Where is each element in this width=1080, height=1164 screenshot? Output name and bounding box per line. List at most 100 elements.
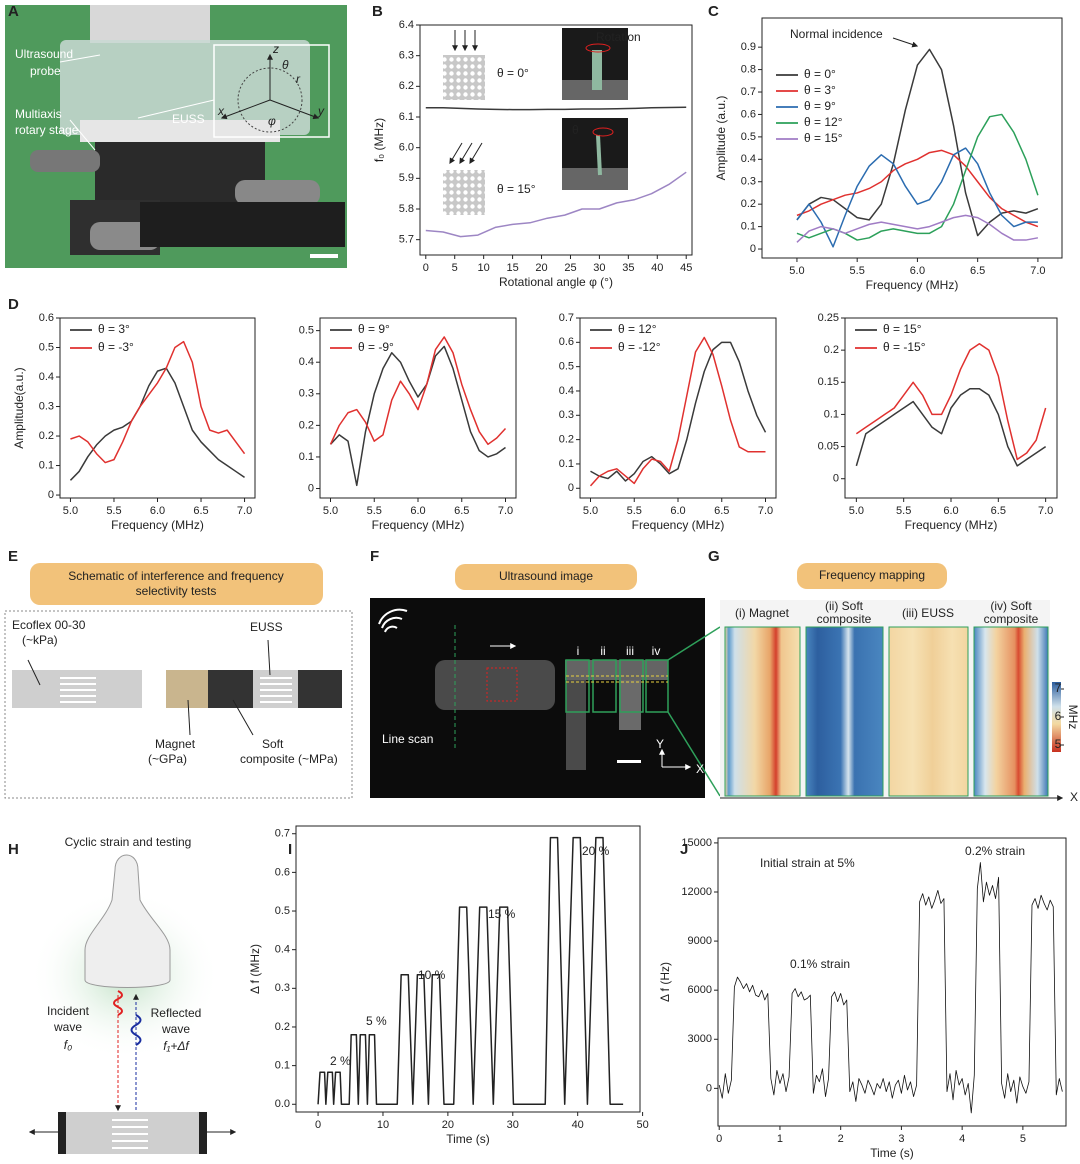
y-tick-label: 0.3 <box>559 409 574 421</box>
schematic-label: (~GPa) <box>148 752 187 766</box>
annotation: 20 % <box>582 844 610 858</box>
data-line <box>589 336 766 487</box>
legend-label: θ = -3° <box>98 340 134 354</box>
plot-frame <box>761 17 1063 259</box>
x-axis-label: Frequency (MHz) <box>632 518 725 532</box>
y-tick-label: 0.2 <box>39 430 54 442</box>
data-line <box>329 345 506 487</box>
y-tick-label: 0.4 <box>559 385 574 397</box>
y-tick-label: 0.4 <box>275 944 290 956</box>
schematic-label: Ecoflex 00-30 <box>12 618 86 632</box>
plot-frame <box>59 317 256 499</box>
frequency-map <box>720 563 1064 801</box>
column-label: composite <box>817 612 872 626</box>
y-tick-label: 0.25 <box>818 312 839 324</box>
column-label: composite <box>984 612 1039 626</box>
y-tick-label: 0.0 <box>275 1098 290 1110</box>
annotation: 2 % <box>330 1054 351 1068</box>
y-tick-label: 6.3 <box>399 50 414 62</box>
x-tick-label: 7.0 <box>758 505 773 517</box>
data-line <box>425 106 687 111</box>
data-line <box>590 341 767 482</box>
x-tick-label: 5 <box>1020 1133 1026 1145</box>
legend-label: θ = 15° <box>804 131 843 145</box>
data-line <box>796 147 1038 248</box>
x-tick-label: 5.0 <box>63 505 78 517</box>
axis-symbol: X <box>1070 790 1078 804</box>
legend-label: θ = 9° <box>804 99 836 113</box>
box-title: Frequency mapping <box>819 568 925 582</box>
annotation: 15 % <box>488 907 516 921</box>
box-title: Schematic of interference and frequency <box>68 569 283 583</box>
x-tick-label: 5.5 <box>367 505 382 517</box>
data-line <box>69 367 245 481</box>
legend-label: θ = 3° <box>804 83 836 97</box>
x-tick-label: 35 <box>622 262 634 274</box>
y-tick-label: 0.3 <box>39 400 54 412</box>
x-tick-label: 20 <box>442 1119 454 1131</box>
x-axis-label: Frequency (MHz) <box>372 518 465 532</box>
photo-label: EUSS <box>172 112 205 126</box>
x-tick-label: 5.5 <box>896 505 911 517</box>
x-tick-label: 7.0 <box>498 505 513 517</box>
y-tick-label: 0.3 <box>299 388 314 400</box>
y-tick-label: 0.2 <box>275 1021 290 1033</box>
x-tick-label: 6.5 <box>970 265 985 277</box>
x-tick-label: 5 <box>452 262 458 274</box>
photo-a <box>5 5 347 268</box>
y-tick-label: 9000 <box>688 935 712 947</box>
y-tick-label: 0.6 <box>559 336 574 348</box>
y-tick-label: 0.05 <box>818 440 839 452</box>
y-tick-label: 0.15 <box>818 376 839 388</box>
panel-label: A <box>8 3 19 20</box>
y-tick-label: 0.4 <box>299 356 314 368</box>
schematic-e <box>4 563 353 799</box>
diagram-label: Reflected <box>151 1006 202 1020</box>
y-tick-label: 0.1 <box>824 408 839 420</box>
column-label: (iv) Soft <box>990 599 1032 613</box>
x-tick-label: 6.0 <box>943 505 958 517</box>
panel-label: G <box>708 548 720 565</box>
y-tick-label: 0.5 <box>275 905 290 917</box>
axis-symbol: θ <box>282 58 289 72</box>
photo-label: Ultrasound <box>15 47 73 61</box>
x-tick-label: 1 <box>777 1133 783 1145</box>
photo-label: Multiaxis <box>15 107 62 121</box>
x-tick-label: 6.5 <box>714 505 729 517</box>
x-tick-label: 5.0 <box>583 505 598 517</box>
annotation: Initial strain at 5% <box>760 856 855 870</box>
colorbar-tick-label: 7 <box>1055 681 1062 695</box>
x-tick-label: 6.5 <box>454 505 469 517</box>
image-label: i <box>577 644 580 658</box>
image-label: ii <box>600 644 605 658</box>
data-line <box>329 336 507 446</box>
schematic-label: composite (~MPa) <box>240 752 338 766</box>
panel-label: D <box>8 296 19 313</box>
annotation-arrow <box>892 37 919 48</box>
legend-label: θ = 12° <box>804 115 843 129</box>
image-label: Line scan <box>382 732 433 746</box>
y-tick-label: 6.2 <box>399 80 414 92</box>
x-tick-label: 20 <box>535 262 547 274</box>
panel-label: E <box>8 548 18 565</box>
annotation: Normal incidence <box>790 27 883 41</box>
panel-label: I <box>288 841 292 858</box>
x-tick-label: 5.5 <box>106 505 121 517</box>
x-axis-label: Frequency (MHz) <box>111 518 204 532</box>
diagram-label: wave <box>53 1020 82 1034</box>
photo-label: rotary stage <box>15 123 79 137</box>
legend-label: θ = -15° <box>883 340 926 354</box>
annotation: 5 % <box>366 1014 387 1028</box>
y-axis-label: Amplitude(a.u.) <box>12 367 26 448</box>
panel-label: F <box>370 548 379 565</box>
y-tick-label: 0 <box>308 482 314 494</box>
y-tick-label: 0.6 <box>275 866 290 878</box>
plot-frame <box>717 837 1067 1127</box>
x-tick-label: 7.0 <box>1030 265 1045 277</box>
x-tick-label: 40 <box>572 1119 584 1131</box>
y-tick-label: 0 <box>568 482 574 494</box>
x-tick-label: 5.0 <box>849 505 864 517</box>
legend-label: θ = 9° <box>358 322 390 336</box>
legend-label: θ = 3° <box>98 322 130 336</box>
